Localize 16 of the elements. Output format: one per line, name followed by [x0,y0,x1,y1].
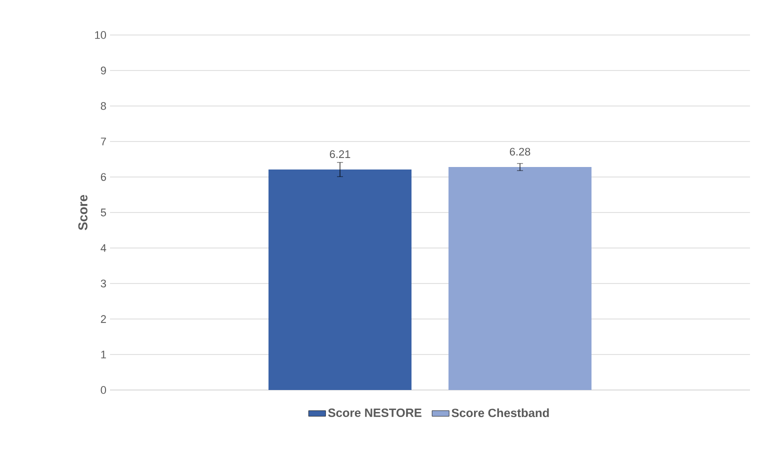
y-tick-label: 10 [95,31,106,39]
y-tick-label: 6 [100,173,106,181]
y-tick-label: 0 [100,386,106,394]
y-tick-label: 8 [100,102,106,110]
legend-label: Score NESTORE [328,408,422,417]
y-tick-label: 7 [100,138,106,146]
y-tick-label: 4 [100,244,106,252]
y-tick-label: 3 [100,280,106,288]
y-tick-label: 5 [100,208,106,216]
data-label: 6.21 [330,150,350,158]
y-tick-label: 9 [100,66,106,74]
y-tick-label: 1 [101,350,106,358]
data-label: 6.28 [510,148,530,156]
y-axis-title: Score [78,194,88,230]
y-tick-label: 2 [100,315,106,323]
legend-label: Score Chestband [452,408,549,418]
